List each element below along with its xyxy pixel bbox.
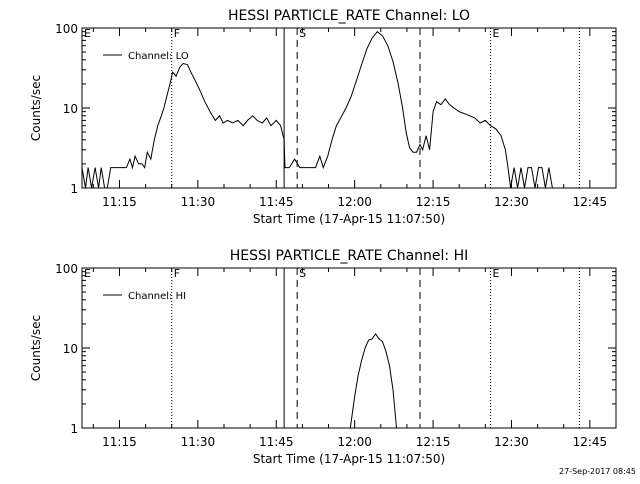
x-tick-label: 12:15 bbox=[416, 435, 451, 449]
event-marker-label: E bbox=[493, 27, 500, 40]
footer-timestamp: 27-Sep-2017 08:45 bbox=[559, 467, 636, 476]
y-tick-label: 10 bbox=[63, 342, 78, 356]
y-tick-label: 100 bbox=[55, 262, 78, 276]
event-marker-label: E bbox=[84, 267, 91, 280]
y-tick-label: 10 bbox=[63, 102, 78, 116]
y-tick-label: 1 bbox=[70, 182, 78, 196]
event-marker-label: F bbox=[174, 27, 180, 40]
x-tick-label: 11:15 bbox=[102, 435, 137, 449]
y-tick-label: 100 bbox=[55, 22, 78, 36]
y-tick-label: 1 bbox=[70, 422, 78, 436]
y-axis-label: Counts/sec bbox=[29, 315, 43, 381]
chart-lo-panel: HESSI PARTICLE_RATE Channel: LO Start Tim… bbox=[29, 8, 617, 226]
x-tick-label: 12:00 bbox=[337, 195, 372, 209]
x-tick-label: 12:15 bbox=[416, 195, 451, 209]
x-axis-label: Start Time (17-Apr-15 11:07:50) bbox=[253, 452, 445, 466]
x-tick-label: 11:30 bbox=[181, 195, 216, 209]
x-tick-label: 11:30 bbox=[181, 435, 216, 449]
x-tick-label: 12:30 bbox=[494, 435, 529, 449]
event-marker-label: S bbox=[299, 27, 306, 40]
series-line bbox=[81, 31, 553, 189]
event-marker-label: E bbox=[493, 267, 500, 280]
x-axis-label: Start Time (17-Apr-15 11:07:50) bbox=[253, 212, 445, 226]
x-tick-label: 12:00 bbox=[337, 435, 372, 449]
x-tick-label: 11:45 bbox=[259, 435, 294, 449]
x-tick-label: 12:30 bbox=[494, 195, 529, 209]
y-axis-label: Counts/sec bbox=[29, 75, 43, 141]
legend-label: Channel: LO bbox=[128, 51, 189, 62]
x-tick-label: 12:45 bbox=[573, 195, 608, 209]
event-marker-label: S bbox=[299, 267, 306, 280]
event-marker-label: E bbox=[84, 27, 91, 40]
chart-hi-panel: HESSI PARTICLE_RATE Channel: HI Start Tim… bbox=[29, 248, 617, 466]
chart-title: HESSI PARTICLE_RATE Channel: LO bbox=[228, 8, 470, 24]
x-tick-label: 11:45 bbox=[259, 195, 294, 209]
event-marker-label: F bbox=[174, 267, 180, 280]
series-line bbox=[349, 333, 397, 429]
chart-title: HESSI PARTICLE_RATE Channel: HI bbox=[230, 248, 468, 264]
x-tick-label: 12:45 bbox=[573, 435, 608, 449]
legend-label: Channel: HI bbox=[128, 291, 186, 302]
x-tick-label: 11:15 bbox=[102, 195, 137, 209]
